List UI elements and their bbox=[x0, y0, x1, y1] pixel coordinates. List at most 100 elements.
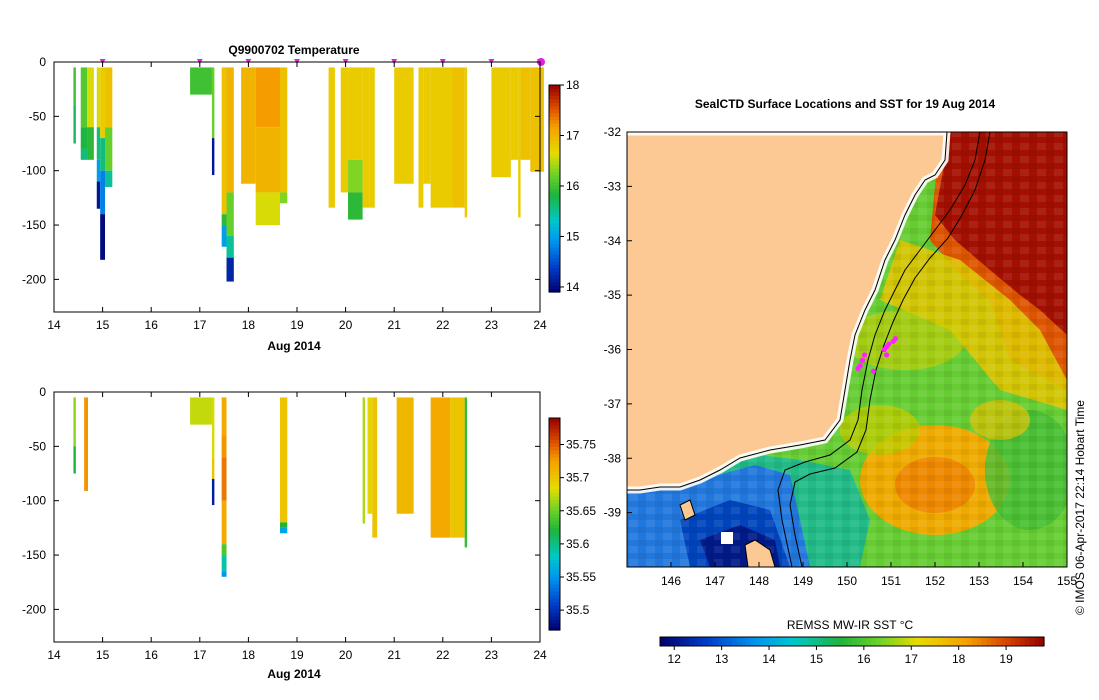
profile-cell-0-15-1 bbox=[348, 159, 363, 193]
colorbar-swatch-1-57 bbox=[549, 425, 560, 430]
map-x-tick-label-6: 152 bbox=[925, 574, 945, 588]
colorbar-swatch-0-35 bbox=[549, 167, 560, 172]
colorbar-swatch-1-38 bbox=[549, 492, 560, 497]
sst-colorbar-swatch-59 bbox=[943, 637, 949, 646]
profile-cell-0-3-0 bbox=[96, 67, 101, 128]
sst-colorbar-swatch-1 bbox=[664, 637, 671, 646]
sst-missing-data bbox=[721, 532, 733, 544]
profile-cell-0-22-0 bbox=[452, 67, 465, 208]
profile-cell-0-12-0 bbox=[279, 67, 288, 193]
profile-cell-1-4-0 bbox=[221, 397, 227, 436]
x-tick-label-0-9: 23 bbox=[485, 318, 499, 332]
sst-colorbar-swatch-39 bbox=[847, 637, 853, 646]
colorbar-swatch-0-25 bbox=[549, 202, 560, 207]
colorbar-swatch-1-4 bbox=[549, 612, 560, 617]
profile-cell-0-8-0 bbox=[221, 67, 227, 215]
profile-cell-0-6-0 bbox=[190, 67, 212, 95]
sst-colorbar-swatch-65 bbox=[972, 637, 978, 646]
station-marker-1 bbox=[859, 357, 866, 363]
sst-colorbar-swatch-46 bbox=[880, 637, 887, 646]
coastline bbox=[627, 132, 948, 491]
profile-cell-0-18-0 bbox=[394, 67, 414, 184]
colorbar-swatch-1-33 bbox=[549, 509, 560, 514]
colorbar-swatch-1-46 bbox=[549, 463, 560, 469]
sst-colorbar-swatch-54 bbox=[919, 637, 925, 646]
sst-colorbar-swatch-21 bbox=[760, 637, 767, 646]
salinity-colorbar: 35.75 35.7 35.65 35.6 35.55 35.5 bbox=[548, 417, 596, 631]
tasmania-landmass bbox=[744, 539, 776, 567]
map-x-tick-label-5: 151 bbox=[881, 574, 901, 588]
x-tick-label-0-0: 14 bbox=[47, 318, 61, 332]
profile-cell-1-8-0 bbox=[372, 397, 378, 538]
profile-cell-0-2-1 bbox=[87, 127, 94, 160]
colorbar-swatch-1-52 bbox=[549, 442, 560, 447]
colorbar-swatch-0-57 bbox=[549, 91, 560, 96]
profile-cell-0-2-0 bbox=[87, 67, 94, 128]
colorbar-label-1-2: 35.65 bbox=[566, 504, 596, 518]
colorbar-swatch-0-17 bbox=[549, 229, 560, 234]
profile-cell-0-10-0 bbox=[241, 67, 256, 184]
x-tick-label-1-0: 14 bbox=[47, 648, 61, 662]
profile-cell-0-11-1 bbox=[255, 127, 280, 193]
profile-cell-1-4-3 bbox=[221, 500, 227, 545]
colorbar-label-0-4: 14 bbox=[566, 280, 580, 294]
isobath-shallow bbox=[777, 132, 981, 567]
sst-colorbar-swatch-9 bbox=[703, 637, 709, 646]
x-tick-label-1-7: 21 bbox=[388, 648, 402, 662]
sst-colorbar-swatch-62 bbox=[957, 637, 963, 646]
map-x-tick-label-9: 155 bbox=[1057, 574, 1077, 588]
sst-colorbar-swatch-28 bbox=[794, 637, 800, 646]
colorbar-swatch-0-28 bbox=[549, 191, 560, 196]
sst-colorbar-swatch-42 bbox=[861, 637, 867, 646]
colorbar-label-1-3: 35.6 bbox=[566, 537, 590, 551]
profile-cell-0-0-1 bbox=[73, 105, 76, 144]
map-x-tick-label-7: 153 bbox=[969, 574, 989, 588]
sst-colorbar-swatch-13 bbox=[722, 637, 728, 646]
colorbar-swatch-1-12 bbox=[549, 584, 560, 589]
profile-cell-0-7-1 bbox=[211, 138, 215, 176]
colorbar-swatch-1-1 bbox=[549, 622, 560, 628]
profile-cell-1-5-2 bbox=[279, 527, 288, 534]
colorbar-swatch-1-31 bbox=[549, 516, 560, 522]
x-tick-label-1-5: 19 bbox=[290, 648, 304, 662]
sst-colorbar-label-5: 17 bbox=[905, 652, 919, 666]
temperature-x-ticks: 14 15 16 17 18 19 20 21 22 23 24 bbox=[47, 62, 547, 332]
profile-cell-0-8-2 bbox=[221, 225, 227, 247]
sst-colorbar-swatch-30 bbox=[804, 637, 810, 646]
x-tick-label-1-2: 16 bbox=[145, 648, 159, 662]
profile-cell-1-12-0 bbox=[464, 397, 468, 548]
colorbar-swatch-0-4 bbox=[549, 274, 560, 279]
sst-colorbar-swatch-41 bbox=[856, 637, 863, 646]
colorbar-swatch-1-49 bbox=[549, 453, 560, 458]
colorbar-swatch-0-50 bbox=[549, 116, 560, 121]
profile-cell-0-20-0 bbox=[423, 67, 431, 184]
profile-cell-1-4-5 bbox=[221, 555, 227, 572]
station-marker-7 bbox=[892, 336, 899, 342]
colorbar-swatch-0-43 bbox=[549, 140, 560, 145]
x-tick-label-0-1: 15 bbox=[96, 318, 110, 332]
colorbar-swatch-0-54 bbox=[549, 102, 560, 107]
profile-cell-1-2-0 bbox=[190, 397, 212, 425]
x-tick-label-1-3: 17 bbox=[193, 648, 207, 662]
station-marker-2 bbox=[862, 352, 868, 358]
colorbar-label-0-2: 16 bbox=[566, 179, 580, 193]
profile-cell-0-17-0 bbox=[369, 67, 375, 208]
temperature-title: Q9900702 Temperature bbox=[228, 43, 360, 57]
sst-colorbar-swatch-10 bbox=[708, 637, 714, 646]
sst-colorbar-swatch-25 bbox=[780, 637, 786, 646]
sst-colorbar-label-0: 12 bbox=[668, 652, 682, 666]
sst-colorbar-swatch-48 bbox=[890, 637, 896, 646]
colorbar-swatch-0-24 bbox=[549, 205, 560, 210]
sst-colorbar-swatch-73 bbox=[1010, 637, 1016, 646]
profile-cell-1-5-0 bbox=[279, 397, 288, 523]
map-x-tick-label-3: 149 bbox=[793, 574, 813, 588]
salinity-panel: 14 15 16 17 18 19 20 21 22 23 24 0-50-100-150-200 … bbox=[22, 385, 596, 681]
colorbar-swatch-1-48 bbox=[549, 456, 560, 461]
sst-colorbar-swatch-61 bbox=[952, 637, 959, 646]
sst-colorbar-frame bbox=[659, 636, 1045, 647]
colorbar-swatch-1-27 bbox=[549, 531, 560, 536]
sst-colorbar-label-2: 14 bbox=[762, 652, 776, 666]
profile-cell-1-11-0 bbox=[450, 397, 465, 538]
profile-cell-1-3-0 bbox=[211, 397, 215, 458]
map-x-tick-label-2: 148 bbox=[749, 574, 769, 588]
